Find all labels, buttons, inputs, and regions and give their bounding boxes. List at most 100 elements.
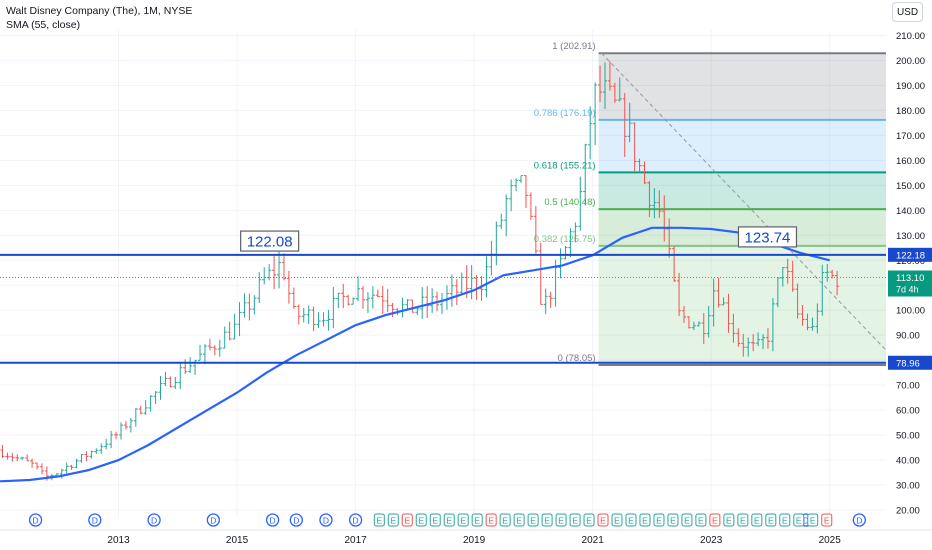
earnings-event-marker[interactable] — [681, 513, 693, 527]
time-axis[interactable]: 2013 2015 2017 2019 2021 2023 2025 — [0, 529, 932, 546]
earnings-event-marker[interactable] — [443, 513, 455, 527]
earnings-event-marker[interactable] — [639, 513, 651, 527]
earnings-event-marker[interactable] — [667, 513, 679, 527]
dividend-event-marker[interactable] — [265, 513, 280, 527]
events-row: D D D D D D D D D DE E E E E E E E E E E E E E E E E E E E E E E E E E E E E E… — [28, 513, 866, 527]
earnings-event-marker[interactable] — [779, 513, 791, 527]
fib-level-label: 0.618 (155.21) — [534, 160, 596, 171]
earnings-event-label: E — [516, 516, 522, 526]
earnings-event-marker[interactable] — [611, 513, 623, 527]
dividend-event-marker[interactable] — [88, 513, 102, 527]
price-tick-label: 60.00 — [896, 406, 920, 417]
earnings-event-marker[interactable] — [597, 513, 609, 527]
earnings-event-marker[interactable] — [807, 513, 819, 527]
earnings-event-marker[interactable] — [723, 513, 735, 527]
indicator-legend[interactable]: SMA (55, close) — [6, 19, 81, 31]
dividend-event-marker[interactable] — [289, 513, 303, 527]
earnings-event-marker[interactable] — [401, 513, 413, 527]
price-tick-label: 150.00 — [896, 181, 925, 192]
price-tick-label: 90.00 — [896, 331, 920, 342]
price-callout-box[interactable] — [737, 226, 798, 248]
chart-grid — [0, 30, 886, 517]
dividend-event-label: D — [856, 516, 862, 526]
earnings-event-marker[interactable] — [695, 513, 707, 527]
earnings-event-marker[interactable] — [625, 513, 637, 527]
price-tick-label: 70.00 — [896, 381, 920, 392]
price-tick-label: 20.00 — [896, 506, 920, 517]
time-tick-label: 2017 — [344, 535, 367, 546]
price-tick-label: 130.00 — [896, 231, 925, 242]
level-price-tag-label: 78.96 — [896, 358, 920, 369]
fib-level-label: 0.5 (140.48) — [544, 197, 595, 208]
earnings-event-label: E — [698, 516, 704, 526]
earnings-event-label: E — [530, 516, 536, 526]
dividend-event-marker[interactable] — [348, 513, 363, 527]
price-tick-label: 180.00 — [896, 106, 925, 117]
earnings-event-label: E — [754, 516, 760, 526]
earnings-event-marker[interactable] — [527, 513, 539, 527]
price-tick-label: 210.00 — [896, 31, 925, 42]
earnings-event-marker[interactable] — [821, 513, 833, 527]
dividend-event-marker[interactable] — [852, 513, 866, 527]
earnings-event-label: E — [768, 516, 774, 526]
earnings-event-marker[interactable] — [653, 513, 665, 527]
earnings-event-label: E — [558, 516, 564, 526]
earnings-event-label: E — [488, 516, 494, 526]
earnings-event-label: E — [684, 516, 690, 526]
candlestick-series — [0, 61, 840, 481]
sma-series — [0, 226, 830, 483]
fib-level-label: 0.382 (125.75) — [534, 234, 596, 245]
earnings-event-marker[interactable] — [387, 513, 399, 527]
diagonal-trendline[interactable] — [601, 52, 887, 351]
earnings-event-label: E — [418, 516, 424, 526]
earnings-event-marker[interactable] — [513, 513, 525, 527]
earnings-event-label: E — [824, 516, 830, 526]
dividend-event-marker[interactable] — [28, 513, 43, 527]
earnings-event-marker[interactable] — [555, 513, 567, 527]
fib-zone — [598, 53, 886, 120]
fib-zone — [598, 119, 886, 173]
price-axis[interactable]: 20.0030.0040.0050.0060.0070.0080.0090.00… — [887, 0, 932, 550]
dividend-event-marker[interactable] — [206, 513, 221, 527]
time-tick-label: 2013 — [107, 535, 130, 546]
earnings-event-marker[interactable] — [373, 513, 385, 527]
fib-level-label: 0 (78.05) — [558, 353, 596, 364]
dividend-event-label: D — [151, 516, 157, 526]
earnings-event-marker[interactable] — [583, 513, 595, 527]
earnings-event-marker[interactable] — [709, 513, 721, 527]
dividend-event-label: D — [803, 516, 809, 526]
earnings-event-marker[interactable] — [541, 513, 553, 527]
earnings-event-label: E — [474, 516, 480, 526]
earnings-event-marker[interactable] — [429, 513, 441, 527]
earnings-event-marker[interactable] — [569, 513, 581, 527]
earnings-event-label: E — [572, 516, 578, 526]
earnings-event-label: E — [656, 516, 662, 526]
price-tick-label: 50.00 — [896, 431, 920, 442]
dividend-event-marker[interactable] — [147, 513, 161, 527]
price-callout-box[interactable] — [240, 230, 300, 252]
fib-zone — [598, 245, 886, 366]
currency-button[interactable]: USD — [892, 2, 923, 22]
earnings-event-marker[interactable] — [471, 513, 483, 527]
earnings-event-marker[interactable] — [737, 513, 749, 527]
earnings-event-label: E — [642, 516, 648, 526]
level-price-tag-label: 122.18 — [896, 250, 925, 261]
earnings-event-marker[interactable] — [765, 513, 777, 527]
earnings-event-label: E — [796, 516, 802, 526]
price-tick-label: 190.00 — [896, 81, 925, 92]
price-tick-label: 140.00 — [896, 206, 925, 217]
price-tick-label: 200.00 — [896, 56, 925, 67]
earnings-event-marker[interactable] — [485, 513, 497, 527]
time-tick-label: 2021 — [582, 535, 605, 546]
fibonacci-retracement: 1 (202.91) 0.786 (176.19) 0.618 (155.21) 0.… — [534, 41, 886, 367]
earnings-event-label: E — [404, 516, 410, 526]
earnings-event-marker[interactable] — [793, 513, 805, 527]
price-tick-label: 30.00 — [896, 481, 920, 492]
earnings-event-marker[interactable] — [499, 513, 511, 527]
earnings-event-marker[interactable] — [415, 513, 427, 527]
earnings-event-marker[interactable] — [457, 513, 469, 527]
dividend-event-marker[interactable] — [319, 513, 333, 527]
price-tick-label: 40.00 — [896, 456, 920, 467]
earnings-event-marker[interactable] — [751, 513, 763, 527]
